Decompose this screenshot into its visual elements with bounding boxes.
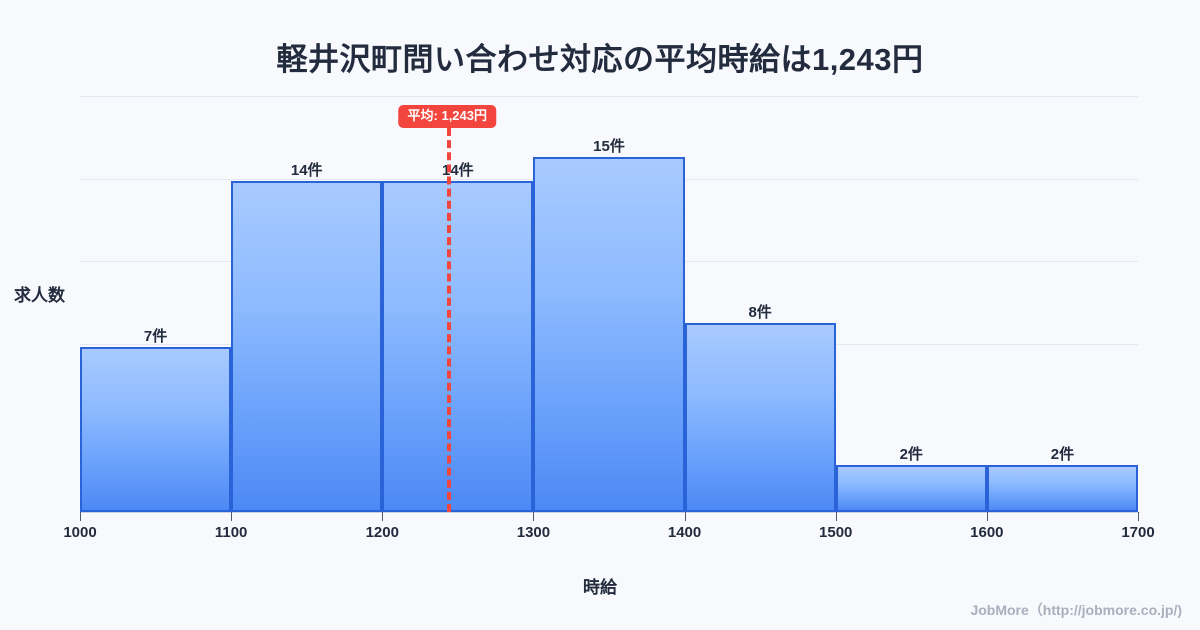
x-axis-title: 時給 (583, 578, 617, 597)
y-axis-title: 求人数 (14, 286, 65, 305)
bar-value-label: 14件 (442, 162, 474, 180)
bar-value-label: 2件 (899, 445, 923, 463)
average-badge: 平均: 1,243円 (398, 105, 497, 129)
bar-value-label: 15件 (593, 138, 625, 156)
histogram-bar (382, 181, 534, 512)
histogram-bar (231, 181, 383, 512)
x-axis-tick-label: 1000 (63, 524, 97, 541)
chart-title: 軽井沢町問い合わせ対応の平均時給は1,243円 (276, 42, 924, 77)
bar-value-label: 14件 (290, 162, 323, 180)
x-axis-tick-label: 1200 (365, 524, 399, 541)
x-axis-tick (382, 512, 384, 521)
x-axis-tick-label: 1700 (1121, 524, 1155, 541)
footer-credit: JobMore（http://jobmore.co.jp/) (970, 602, 1182, 618)
x-axis-tick (231, 512, 233, 521)
x-axis-tick (533, 512, 535, 521)
bar-value-label: 7件 (143, 327, 168, 345)
x-axis-tick-label: 1400 (667, 524, 702, 541)
histogram-bar (533, 157, 685, 512)
gridline (80, 96, 1138, 97)
x-axis-baseline (80, 512, 1140, 513)
x-axis-tick-label: 1500 (819, 524, 853, 541)
bar-value-label: 2件 (1050, 445, 1075, 463)
histogram-bar (80, 346, 232, 512)
x-axis-tick-label: 1600 (970, 524, 1004, 541)
histogram-bar (835, 464, 987, 512)
x-axis-tick-label: 1100 (214, 524, 248, 541)
x-axis-tick (684, 512, 686, 521)
bar-value-label: 8件 (748, 303, 772, 321)
x-axis-tick-label: 1300 (516, 524, 551, 541)
x-axis-tick (1138, 512, 1139, 521)
x-axis-tick (986, 512, 988, 521)
histogram-bar (684, 322, 836, 512)
x-axis-tick (835, 512, 837, 521)
histogram-bar (986, 464, 1138, 512)
average-line (447, 128, 452, 512)
x-axis-tick (80, 512, 81, 521)
